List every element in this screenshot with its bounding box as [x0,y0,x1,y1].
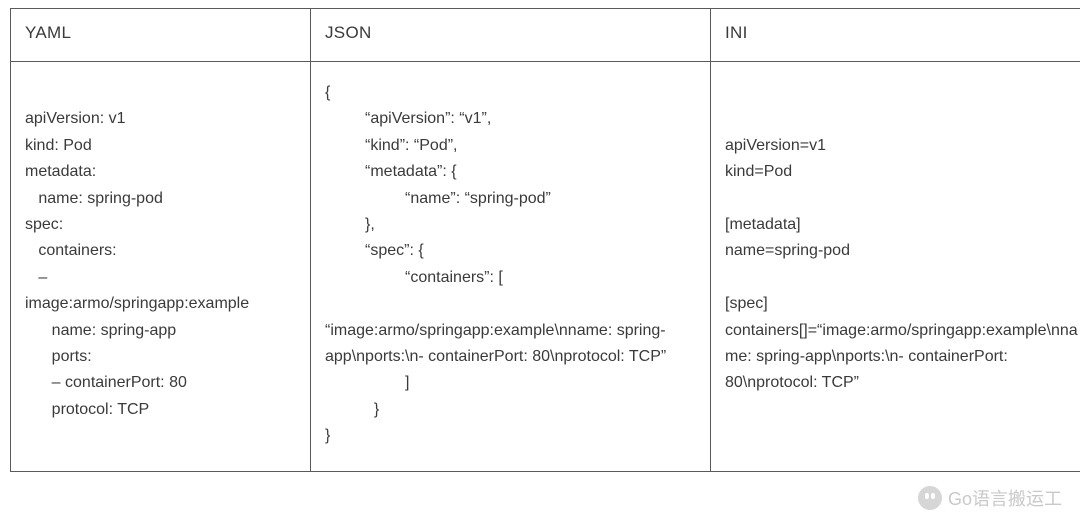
watermark-text: Go语言搬运工 [948,485,1062,511]
watermark: Go语言搬运工 [918,485,1062,511]
col-header-ini: INI [711,9,1080,62]
cell-ini: apiVersion=v1 kind=Pod [metadata] name=s… [711,62,1080,472]
wechat-icon [918,486,942,510]
cell-json: { “apiVersion”: “v1”, “kind”: “Pod”, “me… [311,62,711,472]
cell-yaml: apiVersion: v1 kind: Pod metadata: name:… [11,62,311,472]
table-row: apiVersion: v1 kind: Pod metadata: name:… [11,62,1080,472]
config-comparison-table: YAML JSON INI apiVersion: v1 kind: Pod m… [10,8,1080,472]
col-header-yaml: YAML [11,9,311,62]
col-header-json: JSON [311,9,711,62]
table-header-row: YAML JSON INI [11,9,1080,62]
